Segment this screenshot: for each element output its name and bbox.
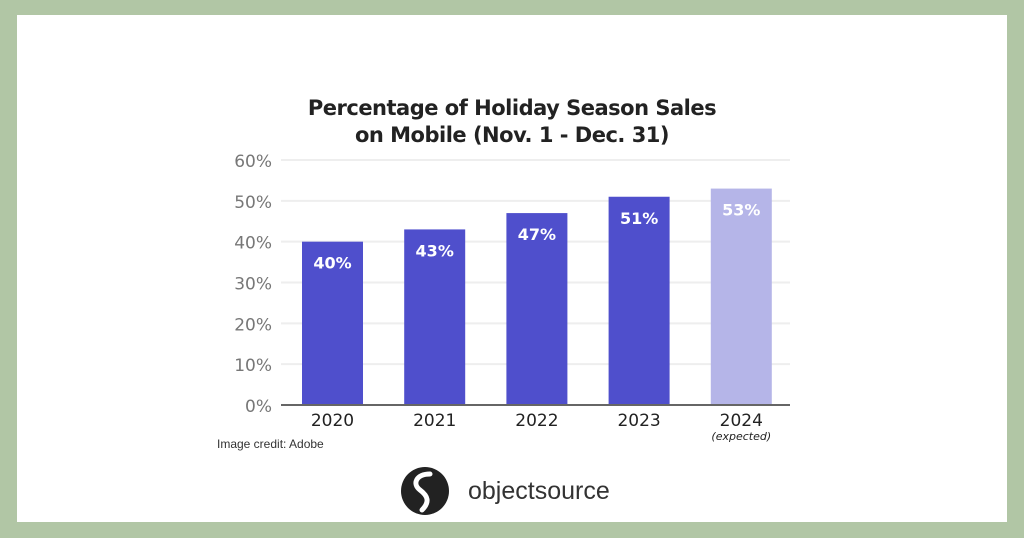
title-line-1: Percentage of Holiday Season Sales [307,96,717,120]
x-tick-sublabel: (expected) [711,430,771,443]
image-credit: Image credit: Adobe [217,437,324,451]
y-tick-label: 20% [234,315,272,335]
title-line-2: on Mobile (Nov. 1 - Dec. 31) [354,123,670,147]
bar-2024 [710,188,772,405]
y-tick-label: 40% [234,234,272,254]
x-tick-label: 2022 [515,411,558,431]
y-tick-label: 0% [245,397,272,417]
bar-2023 [608,196,670,405]
data-label: 47% [518,225,556,244]
logo-text: objectsource [468,476,610,505]
objectsource-logo-icon [401,467,449,515]
logo: objectsource [400,466,610,516]
x-tick-label: 2023 [617,411,660,431]
y-tick-label: 10% [234,356,272,376]
x-tick-label: 2020 [311,411,354,431]
data-label: 53% [722,201,760,220]
y-tick-label: 30% [234,275,272,295]
y-tick-label: 60% [234,152,272,172]
x-tick-label: 2024 [720,411,763,431]
data-label: 40% [313,254,351,273]
data-label: 43% [416,241,454,260]
data-label: 51% [620,209,658,228]
x-tick-label: 2021 [413,411,456,431]
bar-2021 [404,229,466,405]
y-tick-label: 50% [234,193,272,213]
chart-title: Percentage of Holiday Season Sales on Mo… [0,95,1024,149]
bar-2022 [506,213,568,405]
bar-2020 [302,241,363,405]
